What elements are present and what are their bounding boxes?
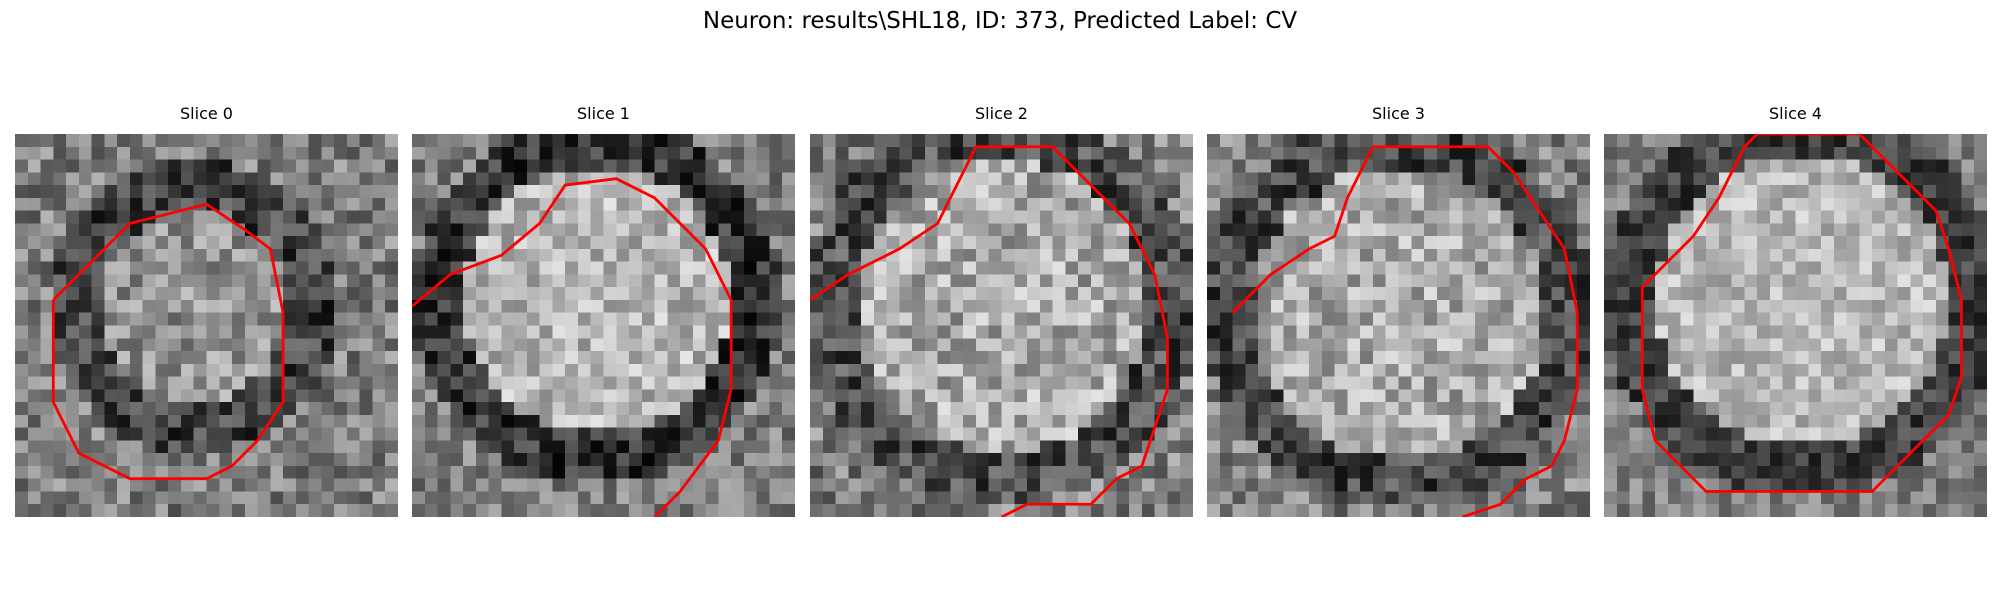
segmentation-contour (51, 202, 285, 481)
slice-title: Slice 3 (1372, 104, 1425, 123)
slice-panel: Slice 2 (810, 104, 1193, 518)
slice-image (15, 134, 398, 517)
figure-title: Neuron: results\SHL18, ID: 373, Predicte… (702, 8, 1298, 34)
slice-panel: Slice 1 (412, 104, 795, 518)
slice-title: Slice 4 (1769, 104, 1822, 123)
slice-image (1604, 134, 1987, 517)
segmentation-contour (810, 145, 1169, 517)
slice-image (1207, 134, 1590, 517)
slice-image (412, 134, 795, 517)
slice-title: Slice 0 (180, 104, 233, 123)
slice-panel: Slice 0 (15, 104, 398, 518)
segmentation-contour (1640, 134, 1963, 493)
segmentation-contour (412, 177, 733, 517)
segmentation-contour (1231, 145, 1579, 517)
slice-title: Slice 2 (975, 104, 1028, 123)
slice-image (810, 134, 1193, 517)
slice-panel: Slice 4 (1604, 104, 1987, 518)
slice-panel: Slice 3 (1207, 104, 1590, 518)
slice-title: Slice 1 (577, 104, 630, 123)
